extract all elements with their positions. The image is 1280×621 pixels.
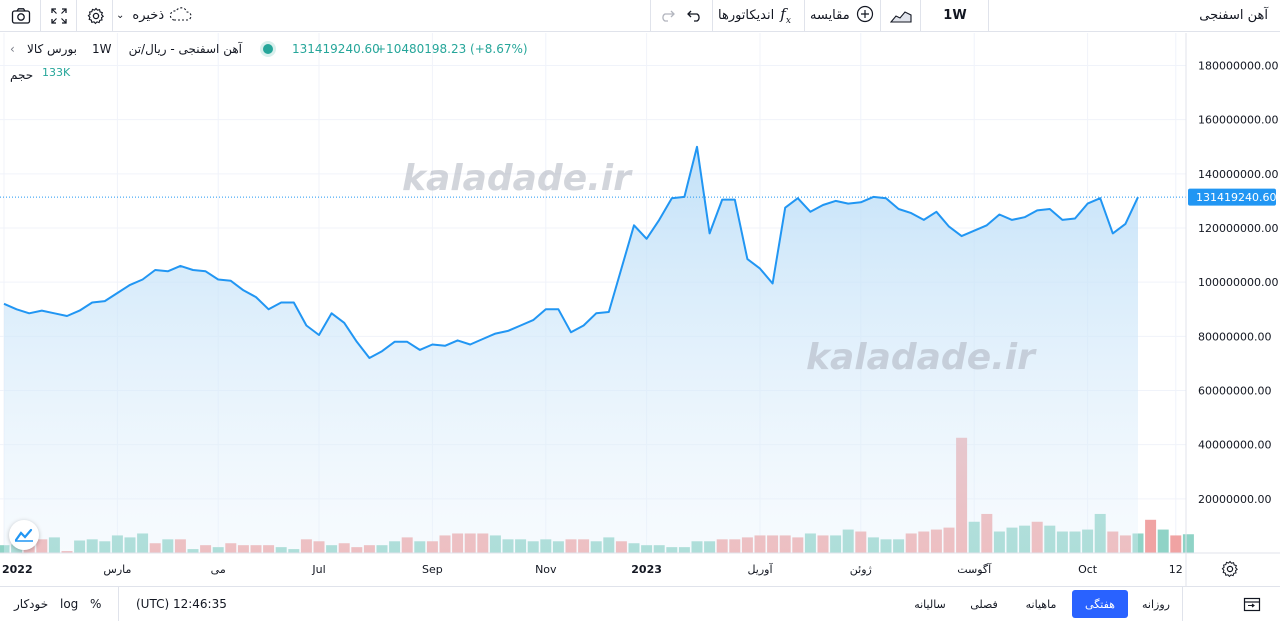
status-dot-icon	[263, 44, 273, 54]
timeframe-daily[interactable]: روزانه	[1142, 597, 1170, 611]
time-tick-label: Jul	[311, 563, 325, 576]
add-circle-icon	[856, 5, 874, 27]
indicators-button[interactable]: اندیکاتورها fx	[718, 0, 800, 31]
timeframe-monthly[interactable]: ماهیانه	[1025, 597, 1057, 611]
date-range-icon[interactable]	[1240, 587, 1264, 621]
price-tick-label: 20000000.00	[1198, 493, 1271, 506]
watermark-bottom: kaladade.ir	[806, 337, 1037, 378]
volume-bar	[1157, 529, 1169, 553]
time-tick-label: آگوست	[957, 562, 992, 576]
fullscreen-icon[interactable]	[48, 0, 70, 31]
volume-legend-value: 133K	[42, 66, 71, 79]
watermark-top: kaladade.ir	[402, 158, 633, 199]
indicators-label: اندیکاتورها	[718, 8, 775, 23]
timeframe-yearly[interactable]: سالیانه	[914, 597, 946, 611]
legend-last-price: 131419240.60	[292, 42, 380, 56]
price-line	[3, 145, 1139, 359]
auto-scale-toggle[interactable]: خودکار	[14, 597, 49, 611]
camera-icon[interactable]	[8, 0, 34, 31]
chevron-left-icon[interactable]: ‹	[10, 42, 15, 56]
time-tick-label: 12	[1169, 563, 1183, 576]
volume-bar	[1182, 534, 1194, 553]
price-tick-label: 140000000.00	[1198, 168, 1278, 181]
legend-interval: 1W	[92, 42, 112, 56]
compare-button[interactable]: مقایسه	[810, 0, 876, 31]
price-tick-label: 160000000.00	[1198, 114, 1278, 127]
timeframe-weekly[interactable]: هفتگی	[1072, 590, 1128, 618]
price-chart[interactable]: kaladade.ir kaladade.ir 20000000.00 40000…	[0, 33, 1280, 586]
interval-button[interactable]: 1W	[943, 8, 967, 23]
legend-title[interactable]: آهن اسفنجی - ریال/تن	[128, 42, 242, 56]
percent-scale-toggle[interactable]: %	[90, 597, 102, 611]
time-tick-label: ژوئن	[850, 563, 872, 576]
price-axis[interactable]: 20000000.00 40000000.00 60000000.00 8000000…	[1198, 60, 1278, 506]
timeframe-quarterly[interactable]: فصلی	[970, 597, 998, 611]
log-scale-toggle[interactable]: log	[60, 597, 79, 611]
undo-icon[interactable]	[684, 0, 704, 31]
cloud-icon	[168, 6, 192, 26]
price-tick-label: 180000000.00	[1198, 60, 1278, 73]
save-button[interactable]: ⌄ ذخیره	[116, 0, 200, 31]
time-tick-label: 2023	[631, 563, 662, 576]
price-tick-label: 60000000.00	[1198, 385, 1271, 398]
volume-legend-label: حجم	[10, 68, 34, 82]
tradingview-logo-icon[interactable]	[9, 520, 39, 550]
clock-timezone[interactable]: (UTC) 12:46:35	[136, 597, 227, 611]
time-tick-label: Sep	[422, 563, 443, 576]
volume-bar	[1145, 519, 1157, 553]
redo-icon[interactable]	[658, 0, 678, 31]
time-tick-label: 2022	[2, 563, 33, 576]
price-tick-label: 120000000.00	[1198, 222, 1278, 235]
price-tick-label: 80000000.00	[1198, 330, 1271, 343]
time-tick-label: مارس	[103, 563, 131, 576]
price-tick-label: 40000000.00	[1198, 439, 1271, 452]
legend-change: +10480198.23 (+8.67%)	[376, 42, 528, 56]
symbol-search-button[interactable]: آهن اسفنجی	[1199, 8, 1268, 23]
chart-type-area-icon[interactable]	[888, 0, 914, 31]
chevron-down-icon: ⌄	[116, 10, 125, 21]
compare-label: مقایسه	[810, 8, 850, 23]
time-tick-label: آوریل	[747, 562, 773, 576]
legend-exchange: بورس کالا	[26, 42, 77, 56]
fx-icon: fx	[780, 5, 791, 26]
price-area-fill	[4, 146, 1138, 554]
save-label: ذخیره	[132, 8, 165, 23]
last-price-tag: 131419240.60	[1188, 188, 1276, 206]
time-axis[interactable]: 2022 مارس می Jul Sep Nov 2023 آوریل ژوئن آگوست Oct…	[2, 562, 1183, 576]
price-tick-label: 100000000.00	[1198, 276, 1278, 289]
time-tick-label: Oct	[1078, 563, 1098, 576]
time-tick-label: Nov	[535, 563, 557, 576]
axis-settings-gear-icon[interactable]	[1221, 560, 1241, 580]
time-tick-label: می	[211, 563, 226, 576]
bottom-bar: خودکار log % (UTC) 12:46:35 سالیانه فصلی…	[0, 586, 1280, 621]
volume-bar	[1170, 535, 1182, 553]
last-price-label: 131419240.60	[1196, 191, 1276, 204]
top-toolbar: ⌄ ذخیره اندیکاتورها fx مقایسه 1W آهن اسف…	[0, 0, 1280, 32]
gear-icon[interactable]	[84, 0, 108, 31]
